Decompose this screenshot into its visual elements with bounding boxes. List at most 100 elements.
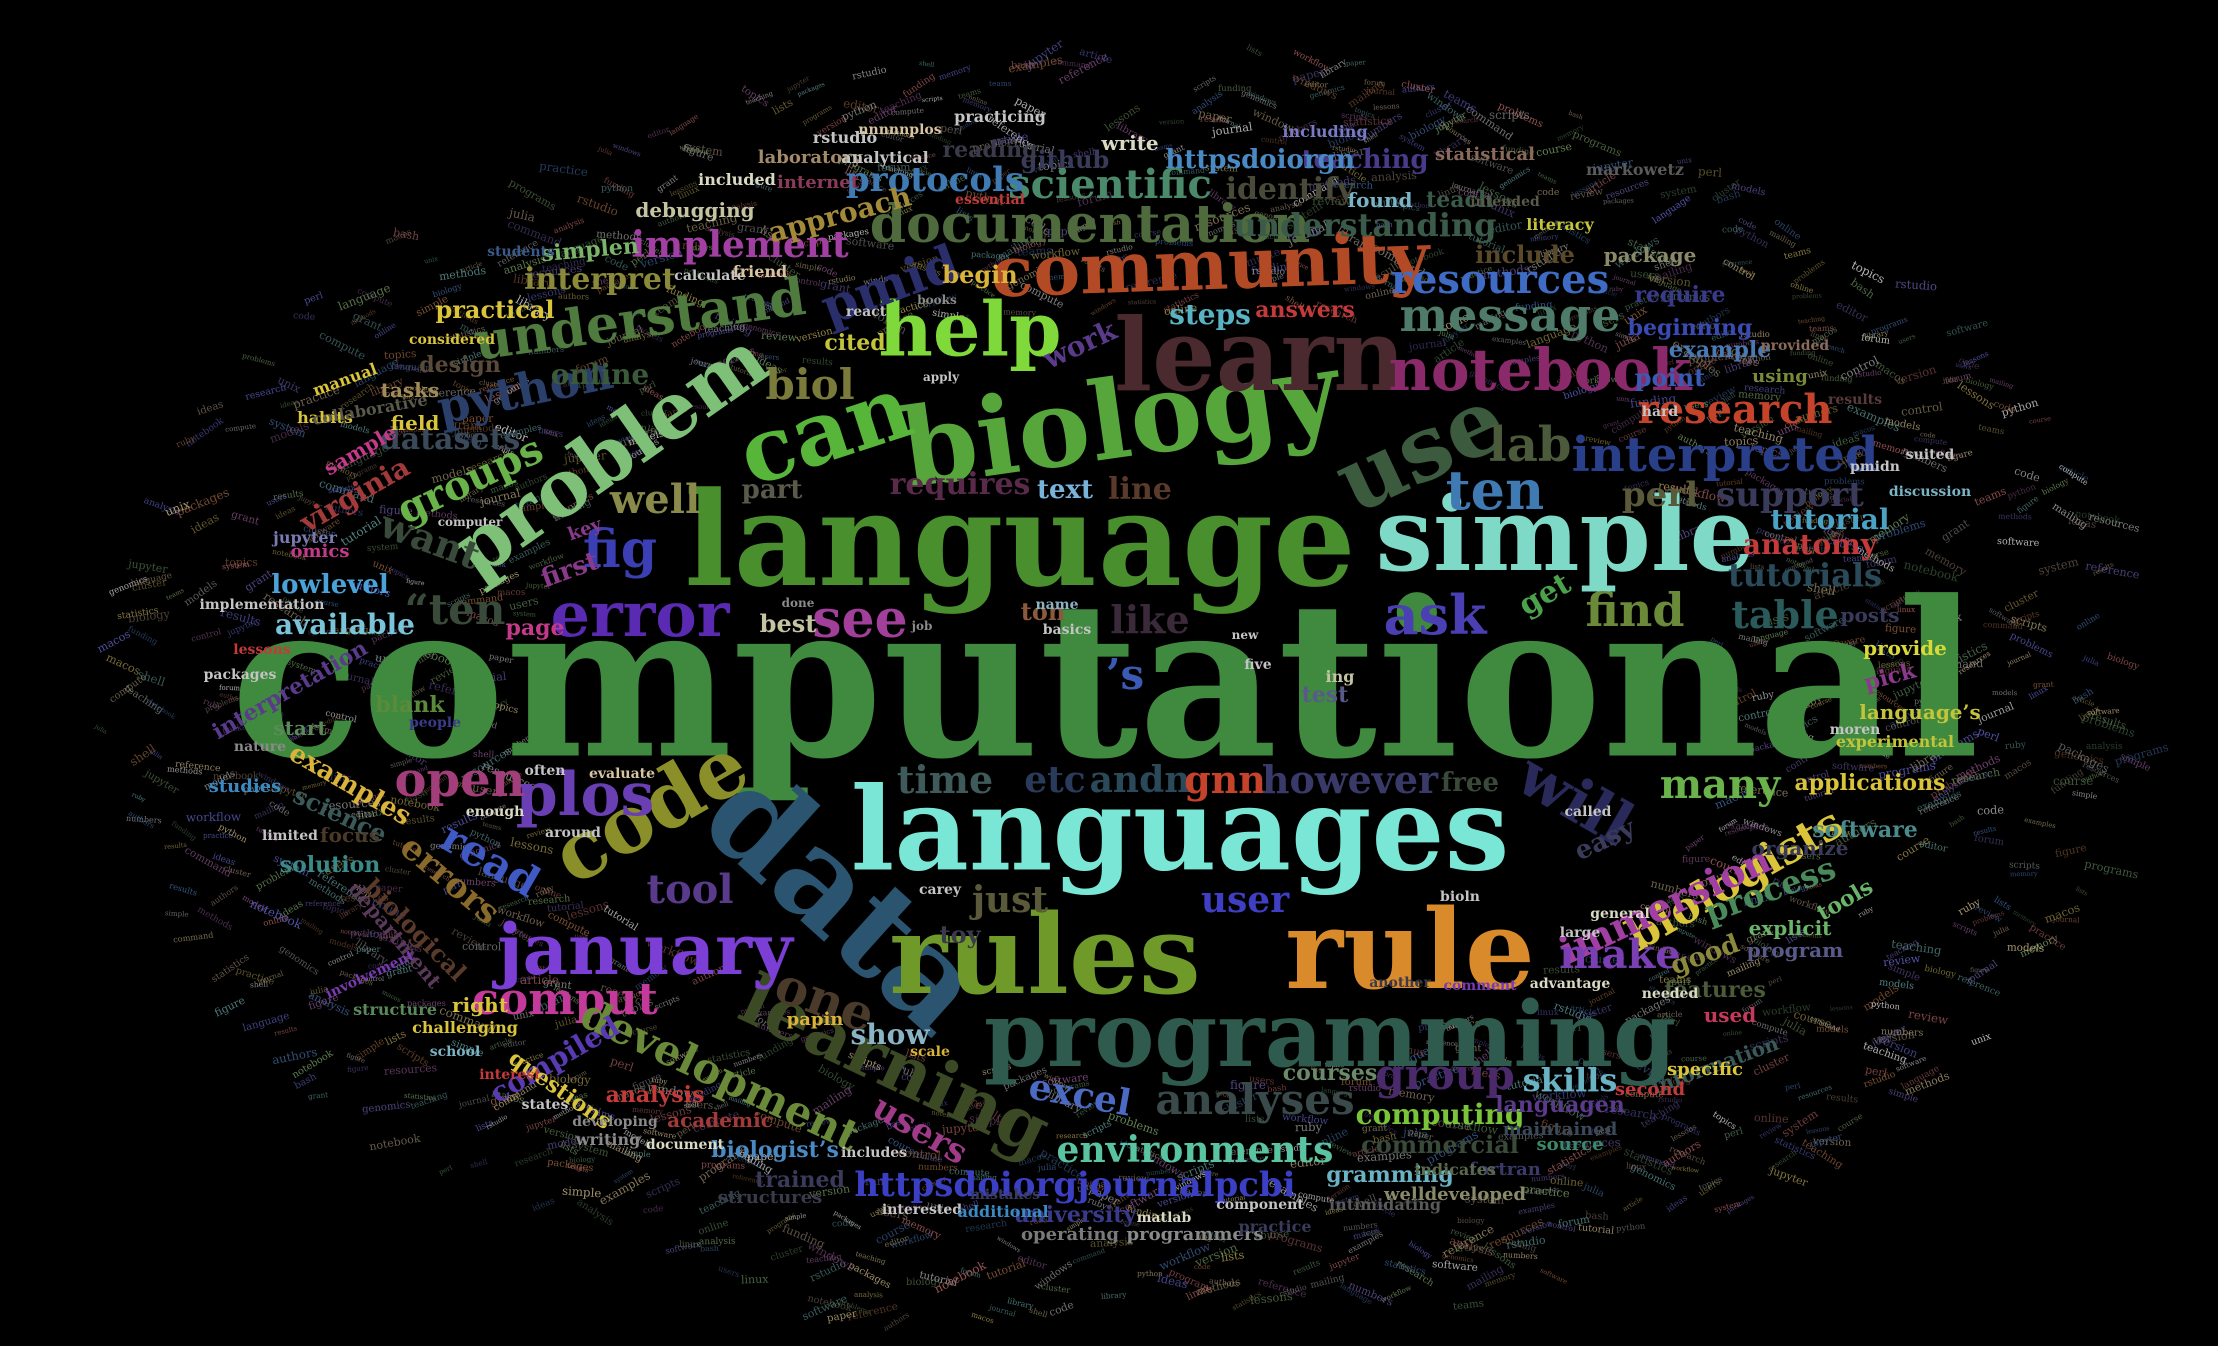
cloud-word: however <box>1261 757 1439 802</box>
texture-word: figure <box>1230 1078 1266 1092</box>
cloud-word: interpret <box>524 262 676 297</box>
cloud-word: including <box>1282 122 1368 141</box>
cloud-word: omics <box>290 541 350 562</box>
cloud-word: help <box>878 285 1062 374</box>
texture-word: article <box>1621 1194 1645 1214</box>
texture-word: figure <box>346 1062 369 1075</box>
cloud-word: identify <box>1225 172 1355 207</box>
cloud-word: protocols <box>845 160 1025 200</box>
texture-word: bash <box>1947 813 1967 829</box>
texture-word: rstudio <box>484 1112 509 1132</box>
texture-word: jupyter <box>1768 1163 1810 1190</box>
cloud-word: include <box>1475 240 1575 269</box>
texture-word: lists <box>1245 42 1264 59</box>
cloud-word: job <box>911 619 933 633</box>
cloud-word: table <box>1731 592 1839 637</box>
texture-word: review <box>1312 194 1352 208</box>
cloud-word: lessons <box>233 642 291 658</box>
cloud-word: like <box>1110 597 1190 642</box>
texture-word: paper <box>1345 58 1366 68</box>
cloud-word: scientific <box>1008 161 1212 208</box>
cloud-word: github <box>1020 145 1110 174</box>
cloud-word: limited <box>262 828 318 844</box>
texture-word: users <box>1897 332 1917 346</box>
cloud-word: time <box>896 757 994 802</box>
texture-word: command <box>172 929 214 945</box>
cloud-word: notebook <box>1388 336 1692 404</box>
texture-word: macos <box>2002 756 2034 783</box>
cloud-word: experimental <box>1835 732 1955 751</box>
cloud-word: language’s <box>1859 700 1981 724</box>
cloud-word: applications <box>1794 770 1946 796</box>
texture-word: problems <box>1791 257 1827 286</box>
texture-word: scripts <box>1191 73 1218 94</box>
cloud-word: developing <box>572 1114 658 1130</box>
texture-word: windows <box>995 1234 1022 1255</box>
texture-word: teams <box>1452 1298 1485 1313</box>
cloud-word: requires <box>889 467 1031 502</box>
texture-word: analysis <box>853 1289 883 1300</box>
cloud-word: just <box>971 879 1049 921</box>
cloud-word: open <box>394 752 526 808</box>
cloud-word: programmers <box>1126 1224 1264 1245</box>
cloud-word: friend <box>732 262 788 281</box>
cloud-word: beginning <box>1627 315 1753 341</box>
texture-word: control <box>326 949 355 968</box>
cloud-word: biologist’s <box>711 1137 839 1163</box>
texture-word: teams <box>989 79 1012 88</box>
cloud-word: moren <box>1829 722 1881 738</box>
cloud-word: package <box>1603 243 1697 267</box>
texture-word: shell <box>469 1156 489 1171</box>
texture-word: code <box>642 1203 665 1217</box>
cloud-word: books <box>917 293 957 307</box>
texture-word: practice <box>538 158 589 180</box>
texture-word: cluster <box>769 1243 805 1264</box>
cloud-word: require <box>1634 282 1726 308</box>
texture-word: memory <box>937 61 973 83</box>
cloud-word: biol <box>765 360 855 409</box>
texture-word: scripts <box>921 94 944 105</box>
texture-word: bash <box>1584 1210 1610 1223</box>
texture-word: analysis <box>2086 742 2123 752</box>
cloud-word: point <box>1634 363 1706 392</box>
texture-word: grant <box>307 1090 329 1101</box>
texture-word: online <box>1753 1111 1789 1126</box>
texture-word: command <box>1071 1246 1107 1266</box>
cloud-word: gnn <box>1184 757 1266 802</box>
cloud-word: intended <box>1470 194 1540 210</box>
cloud-word: see <box>812 589 908 650</box>
texture-word: julia <box>93 723 109 736</box>
texture-word: programs <box>2083 857 2140 882</box>
texture-word: figure <box>2054 841 2088 861</box>
cloud-word: source <box>1536 1134 1604 1155</box>
texture-word: biology <box>906 1277 943 1288</box>
texture-word: results <box>163 840 188 852</box>
texture-word: problems <box>1791 292 1822 301</box>
texture-word: simple <box>2071 788 2098 801</box>
cloud-word: part <box>741 475 803 505</box>
cloud-word: second <box>1614 1079 1686 1100</box>
cloud-word: languagen <box>1495 1092 1625 1118</box>
texture-word: python <box>1615 1220 1646 1234</box>
texture-word: teams <box>1659 974 1692 986</box>
texture-word: online <box>2074 610 2102 632</box>
texture-word: figure <box>1969 966 1989 975</box>
cloud-word: computational <box>230 553 1980 807</box>
cloud-word: programming <box>983 982 1677 1088</box>
texture-word: editor <box>1833 298 1870 325</box>
texture-word: programs <box>1570 128 1624 160</box>
texture-word: notebook <box>473 561 506 569</box>
texture-word: language <box>667 111 700 138</box>
cloud-word: nature <box>233 739 287 755</box>
cloud-word: interest <box>479 1067 541 1083</box>
texture-word: code <box>292 310 316 323</box>
cloud-word: implementation <box>199 597 325 613</box>
cloud-word: considered <box>408 332 496 348</box>
texture-word: course <box>1835 1110 1865 1134</box>
cloud-word: implement <box>631 224 849 266</box>
cloud-word: courses <box>1282 1060 1378 1086</box>
cloud-word: includes <box>840 1145 908 1161</box>
texture-word: memory <box>2009 869 2038 879</box>
cloud-word: jupyter <box>273 528 337 547</box>
